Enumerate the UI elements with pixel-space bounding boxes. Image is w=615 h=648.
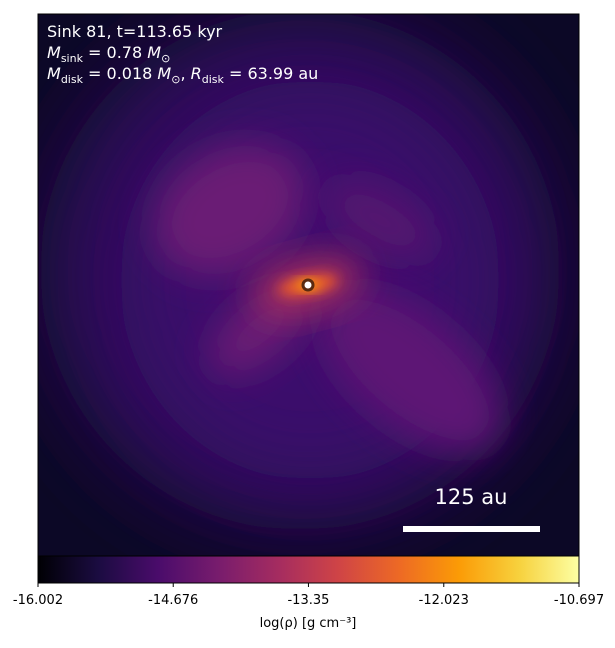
tick-label: -16.002: [13, 593, 63, 608]
scale-bar: [403, 526, 540, 532]
annotation-text: disk: [61, 73, 84, 86]
annotation-text: M: [47, 43, 61, 62]
tick-label: -10.697: [554, 593, 604, 608]
tick-label: -14.676: [148, 593, 198, 608]
annotation-text: disk: [202, 73, 225, 86]
colorbar-label: log(ρ) [g cm⁻³]: [260, 616, 357, 631]
annotation-text: Sink 81, t=113.65 kyr: [47, 22, 223, 41]
tick-label: -12.023: [419, 593, 469, 608]
annotation-text: = 63.99 au: [224, 64, 318, 83]
density-image: [38, 14, 579, 556]
annotation-line: Msink = 0.78 M⊙: [47, 43, 170, 65]
annotation-text: sink: [61, 52, 84, 65]
colorbar: [37, 555, 580, 584]
sink-marker: [301, 278, 315, 292]
annotation-text: ⊙: [161, 52, 170, 65]
annotation-text: R: [191, 64, 202, 83]
annotation-text: = 0.78: [83, 43, 147, 62]
tick-label: -13.35: [287, 593, 329, 608]
colorbar-ticks: -16.002 -14.676 -13.35 -12.023 -10.697: [13, 583, 604, 608]
annotation-text: ,: [180, 64, 190, 83]
annotation-text: M: [47, 64, 61, 83]
scale-bar-label: 125 au: [435, 485, 508, 509]
annotation-text: ⊙: [171, 73, 180, 86]
annotation-line: Mdisk = 0.018 M⊙, Rdisk = 63.99 au: [47, 64, 318, 86]
annotation-text: = 0.018: [83, 64, 157, 83]
annotation-text: M: [147, 43, 161, 62]
annotation-line: Sink 81, t=113.65 kyr: [47, 22, 223, 41]
annotation-text: M: [157, 64, 171, 83]
